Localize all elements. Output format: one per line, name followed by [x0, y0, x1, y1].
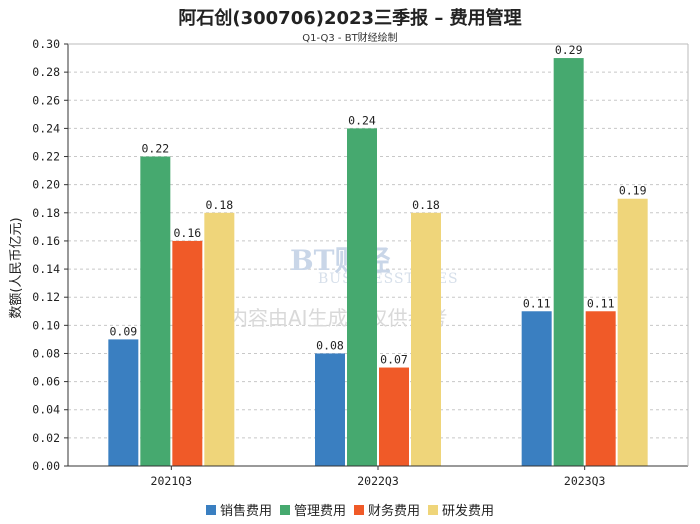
- data-label: 0.18: [412, 198, 440, 212]
- y-tick-label: 0.26: [32, 93, 60, 107]
- legend-swatch: [428, 504, 439, 515]
- y-tick-label: 0.08: [32, 346, 60, 360]
- legend-label: 销售费用: [219, 504, 272, 519]
- x-tick-label: 2022Q3: [357, 474, 399, 488]
- bar-研发费用-2022Q3: [411, 212, 441, 466]
- y-tick-label: 0.12: [32, 290, 60, 304]
- bar-研发费用-2023Q3: [617, 198, 648, 466]
- chart-subtitle: Q1-Q3 - BT财经绘制: [302, 33, 398, 44]
- data-label: 0.24: [348, 113, 376, 127]
- bar-研发费用-2021Q3: [204, 212, 235, 466]
- legend-item: 销售费用: [205, 500, 272, 519]
- data-label: 0.07: [380, 353, 408, 367]
- grid-lines: [68, 43, 688, 439]
- y-tick-labels: 0.00 0.02 0.04 0.06 0.08 0.10 0.12 0.14 0.16 0.18…: [32, 37, 68, 473]
- legend-item: 财务费用: [354, 500, 420, 519]
- y-tick-label: 0.30: [32, 37, 60, 51]
- legend-label: 财务费用: [368, 504, 421, 519]
- bar-财务费用-2021Q3: [172, 240, 203, 466]
- data-label: 0.18: [205, 198, 233, 212]
- bar-管理费用-2021Q3: [140, 156, 171, 467]
- legend-label: 管理费用: [293, 504, 346, 519]
- legend-swatch: [354, 504, 364, 515]
- x-tick-label: 2021Q3: [151, 474, 193, 488]
- data-label: 0.11: [523, 296, 551, 310]
- y-tick-label: 0.02: [32, 431, 60, 445]
- data-label: 0.08: [316, 338, 344, 352]
- y-tick-label: 0.24: [32, 121, 60, 135]
- bar-销售费用-2022Q3: [315, 353, 345, 466]
- bar-财务费用-2022Q3: [379, 367, 409, 466]
- legend-item: 研发费用: [428, 500, 494, 519]
- y-tick-label: 0.22: [32, 150, 60, 164]
- data-labels: 0.09 0.22 0.16 0.18 0.08 0.24 0.07 0.18 0.11 0.29…: [109, 43, 646, 366]
- data-label: 0.22: [141, 142, 169, 156]
- x-tick-labels: 2021Q3 2022Q3 2023Q3: [151, 466, 606, 488]
- watermark-notice: 内容由AI生成，仅供参考: [228, 306, 448, 330]
- bars: [108, 58, 648, 467]
- legend-item: 管理费用: [279, 500, 346, 519]
- legend-swatch: [279, 504, 290, 515]
- y-tick-label: 0.20: [32, 178, 60, 192]
- y-tick-label: 0.18: [32, 206, 60, 220]
- bar-销售费用-2021Q3: [108, 339, 139, 466]
- data-label: 0.19: [619, 184, 647, 198]
- chart-title: 阿石创(300706)2023三季报 – 费用管理: [178, 8, 522, 29]
- legend-label: 研发费用: [442, 504, 495, 519]
- bar-管理费用-2022Q3: [347, 128, 377, 466]
- data-label: 0.29: [555, 43, 583, 57]
- x-tick-label: 2023Q3: [564, 474, 606, 488]
- legend-swatch: [205, 504, 216, 515]
- y-tick-label: 0.04: [32, 403, 60, 417]
- y-tick-label: 0.16: [32, 234, 60, 248]
- y-tick-label: 0.14: [32, 262, 60, 276]
- y-tick-label: 0.00: [32, 459, 60, 473]
- data-label: 0.16: [173, 226, 201, 240]
- bar-管理费用-2023Q3: [553, 58, 584, 467]
- y-tick-label: 0.06: [32, 375, 60, 389]
- legend: 销售费用 管理费用 财务费用 研发费用: [0, 500, 700, 519]
- data-label: 0.09: [109, 324, 137, 338]
- y-tick-label: 0.10: [32, 318, 60, 332]
- y-tick-label: 0.28: [32, 65, 60, 79]
- y-axis-label: 数额(人民币亿元): [9, 217, 24, 318]
- bar-销售费用-2023Q3: [521, 311, 552, 466]
- data-label: 0.11: [587, 296, 615, 310]
- bar-财务费用-2023Q3: [585, 311, 616, 466]
